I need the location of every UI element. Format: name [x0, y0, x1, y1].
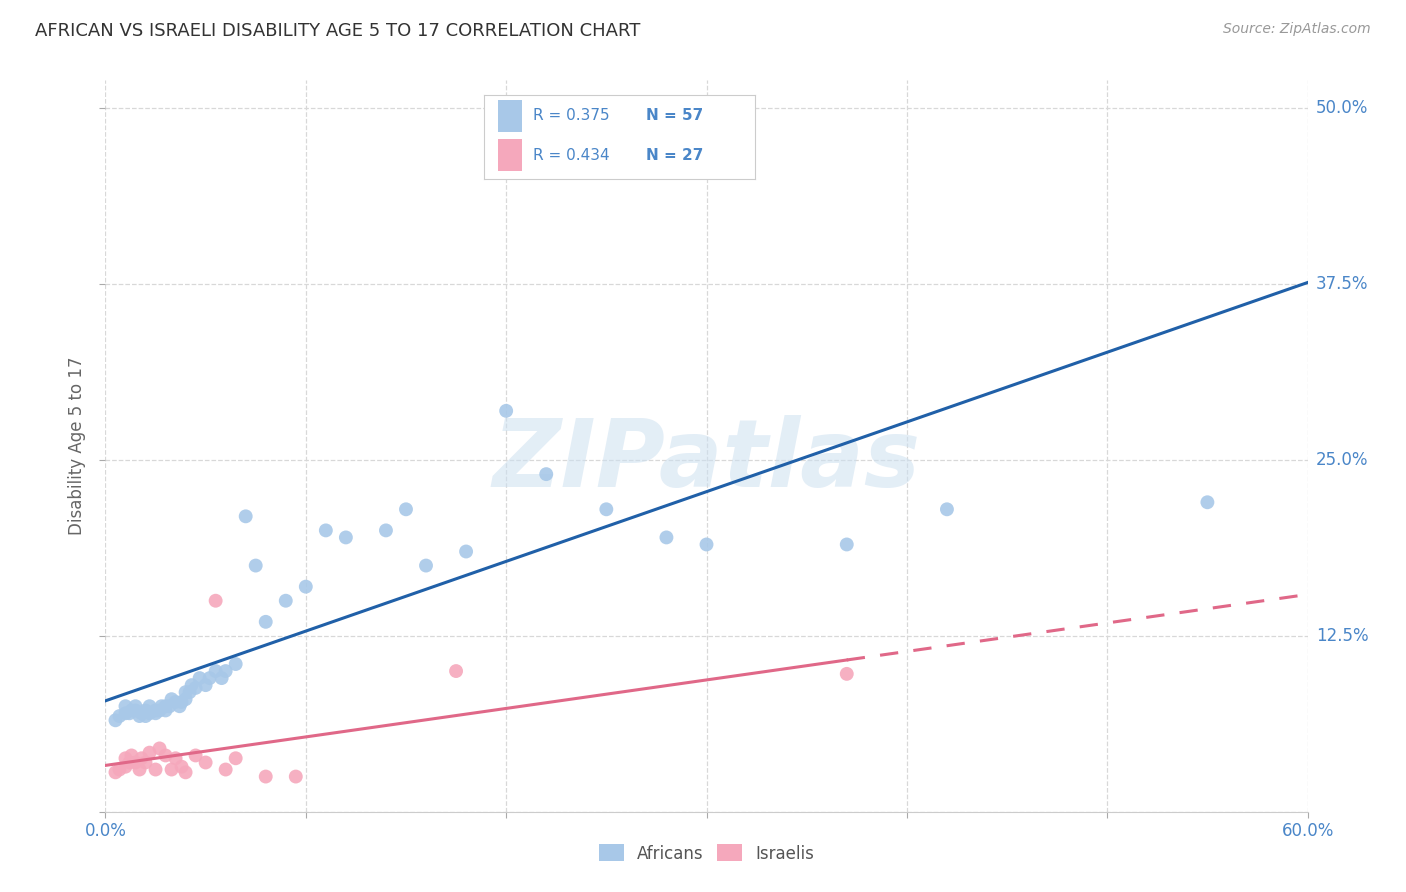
Point	[198, 671, 221, 685]
Point	[155, 699, 177, 714]
Point	[174, 765, 197, 780]
Text: Source: ZipAtlas.com: Source: ZipAtlas.com	[1223, 22, 1371, 37]
Point	[169, 699, 191, 714]
Point	[194, 756, 217, 770]
Point	[131, 706, 153, 721]
Point	[214, 664, 236, 678]
Point	[128, 763, 150, 777]
Text: ZIPatlas: ZIPatlas	[492, 415, 921, 507]
Point	[179, 685, 201, 699]
Point	[184, 748, 207, 763]
Point	[108, 709, 131, 723]
Point	[170, 695, 193, 709]
Point	[444, 664, 467, 678]
Point	[121, 748, 143, 763]
Point	[174, 685, 197, 699]
Point	[170, 760, 193, 774]
Point	[274, 593, 297, 607]
Point	[121, 703, 143, 717]
Point	[114, 706, 136, 721]
Point	[128, 709, 150, 723]
Point	[118, 756, 141, 770]
Point	[415, 558, 437, 573]
Point	[374, 524, 398, 538]
Point	[245, 558, 267, 573]
Point	[1197, 495, 1219, 509]
Point	[135, 756, 157, 770]
Point	[138, 746, 160, 760]
Point	[145, 763, 167, 777]
Point	[145, 706, 167, 721]
Point	[180, 678, 202, 692]
Point	[155, 748, 177, 763]
Point	[335, 530, 357, 544]
Point	[160, 692, 183, 706]
Point	[194, 678, 217, 692]
Point	[254, 615, 277, 629]
Point	[595, 502, 617, 516]
Point	[835, 537, 858, 551]
Point	[696, 537, 718, 551]
Point	[936, 502, 959, 516]
Point	[114, 699, 136, 714]
Point	[135, 709, 157, 723]
Point	[174, 692, 197, 706]
Point	[118, 706, 141, 721]
Point	[114, 760, 136, 774]
Point	[225, 657, 247, 671]
Point	[145, 703, 167, 717]
Text: 37.5%: 37.5%	[1316, 276, 1368, 293]
Point	[148, 741, 170, 756]
Point	[315, 524, 337, 538]
Point	[295, 580, 318, 594]
Point	[235, 509, 257, 524]
Text: 12.5%: 12.5%	[1316, 627, 1368, 645]
Point	[534, 467, 557, 482]
Point	[104, 765, 127, 780]
Point	[395, 502, 418, 516]
Point	[214, 763, 236, 777]
Point	[150, 699, 173, 714]
Point	[124, 699, 146, 714]
Point	[155, 703, 177, 717]
Text: 25.0%: 25.0%	[1316, 451, 1368, 469]
Point	[114, 751, 136, 765]
Point	[835, 666, 858, 681]
Point	[495, 404, 517, 418]
Point	[284, 770, 307, 784]
Point	[138, 706, 160, 721]
Point	[124, 703, 146, 717]
Point	[159, 699, 181, 714]
Y-axis label: Disability Age 5 to 17: Disability Age 5 to 17	[67, 357, 86, 535]
Point	[124, 756, 146, 770]
Point	[184, 681, 207, 695]
Point	[135, 703, 157, 717]
Point	[160, 763, 183, 777]
Point	[138, 699, 160, 714]
Legend: Africans, Israelis: Africans, Israelis	[592, 838, 821, 869]
Text: 50.0%: 50.0%	[1316, 99, 1368, 118]
Point	[204, 664, 226, 678]
Point	[655, 530, 678, 544]
Point	[131, 751, 153, 765]
Point	[254, 770, 277, 784]
Point	[165, 751, 187, 765]
Point	[188, 671, 211, 685]
Point	[735, 151, 758, 165]
Point	[108, 763, 131, 777]
Point	[104, 714, 127, 728]
Point	[211, 671, 233, 685]
Point	[225, 751, 247, 765]
Point	[165, 695, 187, 709]
Text: AFRICAN VS ISRAELI DISABILITY AGE 5 TO 17 CORRELATION CHART: AFRICAN VS ISRAELI DISABILITY AGE 5 TO 1…	[35, 22, 641, 40]
Point	[454, 544, 477, 558]
Point	[148, 703, 170, 717]
Point	[204, 593, 226, 607]
